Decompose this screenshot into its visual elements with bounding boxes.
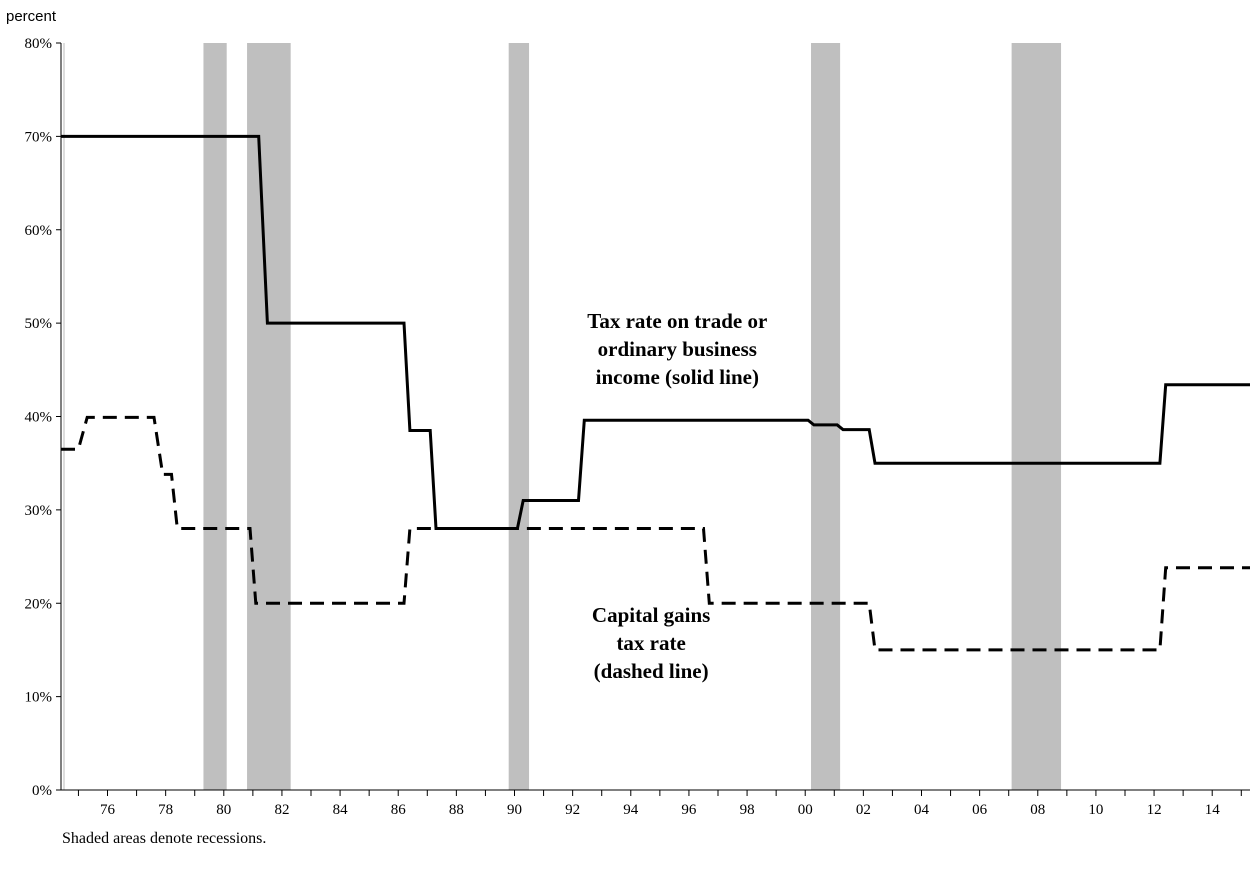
annotation-line: Tax rate on trade or <box>587 309 767 333</box>
x-tick-label: 06 <box>972 802 988 818</box>
recession-bands <box>203 43 1062 790</box>
axes <box>60 43 1250 791</box>
x-tick-label: 10 <box>1088 802 1103 818</box>
footnote: Shaded areas denote recessions. <box>62 830 267 847</box>
x-tick-label: 12 <box>1147 802 1162 818</box>
x-tick-label: 86 <box>391 802 407 818</box>
recession-band-3 <box>811 43 841 790</box>
y-tick-labels: 0% 10% 20% 30% 40% 50% 60% 70% 80% <box>25 36 53 799</box>
recession-band-2 <box>508 43 530 790</box>
x-tick-label: 96 <box>681 802 697 818</box>
recession-band-4 <box>1011 43 1062 790</box>
x-tick-label: 14 <box>1205 802 1221 818</box>
y-tick-label: 40% <box>25 410 53 426</box>
x-tick-label: 80 <box>216 802 231 818</box>
x-tick-label: 76 <box>100 802 116 818</box>
y-tick-label: 50% <box>25 316 53 332</box>
annotation-line: (dashed line) <box>594 659 709 683</box>
recession-band-1 <box>247 43 291 790</box>
x-tick-label: 02 <box>856 802 871 818</box>
y-tick-label: 30% <box>25 503 53 519</box>
annotation-line: tax rate <box>616 631 685 655</box>
y-tick-label: 80% <box>25 36 53 52</box>
annotations: Tax rate on trade or ordinary business inc… <box>587 309 767 683</box>
x-tick-label: 84 <box>333 802 349 818</box>
x-ticks: 76 78 80 82 84 86 88 90 92 94 96 98 00 02 04 06 08 10 12 14 <box>77 790 1242 818</box>
annotation-line: Capital gains <box>592 603 710 627</box>
recession-band-0 <box>203 43 227 790</box>
y-unit-label: percent <box>6 8 57 25</box>
x-tick-label: 90 <box>507 802 522 818</box>
y-tick-label: 10% <box>25 690 53 706</box>
business-income-series-line <box>61 134 1250 530</box>
x-tick-label: 94 <box>623 802 639 818</box>
x-tick-label: 92 <box>565 802 580 818</box>
y-tick-label: 20% <box>25 596 53 612</box>
y-tick-marks <box>56 42 61 791</box>
x-tick-label: 78 <box>158 802 173 818</box>
x-tick-label: 04 <box>914 802 930 818</box>
annotation-line: ordinary business <box>598 337 757 361</box>
y-tick-label: 60% <box>25 223 53 239</box>
annotation-1: Capital gains tax rate (dashed line) <box>592 603 710 683</box>
x-tick-label: 00 <box>798 802 813 818</box>
annotation-line: income (solid line) <box>596 365 759 389</box>
x-tick-label: 88 <box>449 802 464 818</box>
x-tick-label: 98 <box>740 802 755 818</box>
y-tick-label: 70% <box>25 129 53 145</box>
x-tick-label: 82 <box>274 802 289 818</box>
x-tick-label: 08 <box>1030 802 1045 818</box>
series <box>61 134 1250 652</box>
annotation-0: Tax rate on trade or ordinary business inc… <box>587 309 767 389</box>
y-tick-label: 0% <box>32 783 52 799</box>
